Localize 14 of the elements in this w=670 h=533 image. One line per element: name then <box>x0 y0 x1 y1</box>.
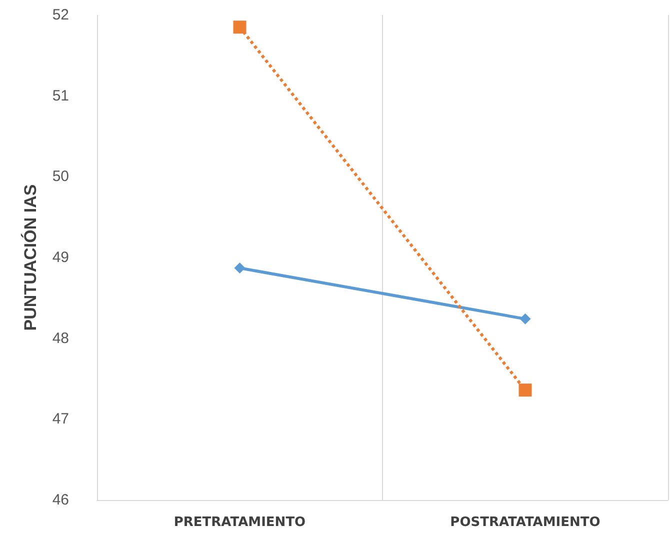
y-tick-label: 47 <box>52 410 69 428</box>
point <box>520 313 531 324</box>
y-tick-label: 52 <box>52 6 69 24</box>
y-tick-label: 48 <box>52 330 69 347</box>
point <box>234 262 246 274</box>
point <box>518 384 532 397</box>
y-tick-label: 46 <box>52 492 69 508</box>
y-axis-title: PUNTUACIÓN IAS <box>20 184 40 331</box>
y-tick-label: 51 <box>52 87 69 104</box>
point <box>233 20 246 34</box>
y-tick-label: 49 <box>52 249 69 266</box>
y-tick-label: 50 <box>52 168 69 186</box>
x-tick-label: PRETRATAMIENTO <box>174 515 306 530</box>
x-tick-label: POSTRATATAMIENTO <box>450 515 600 530</box>
